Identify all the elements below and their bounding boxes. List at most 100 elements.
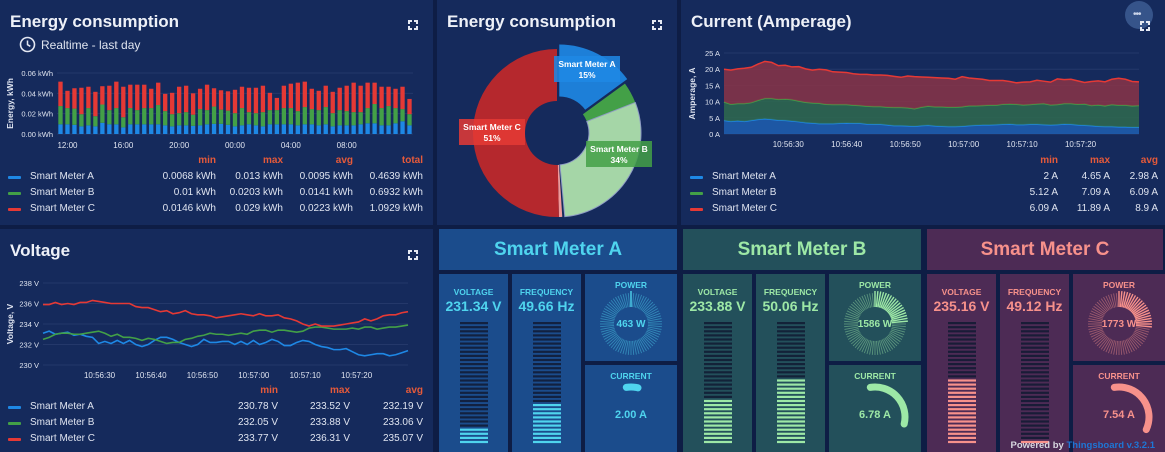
level-segment (1020, 408, 1049, 411)
bar-segment-smart-meter-b (128, 108, 133, 125)
power-gauge-tick (1105, 295, 1113, 309)
power-gauge-tick (1094, 303, 1107, 314)
bar-segment-smart-meter-c (246, 87, 252, 113)
bar-segment-smart-meter-a (100, 122, 105, 134)
level-segment (947, 346, 976, 349)
level-segment (776, 383, 805, 386)
voltage-label: VOLTAGE (941, 287, 982, 297)
legend-row[interactable]: Smart Meter A 2 A 4.65 A 2.98 A (690, 170, 1158, 184)
bar-segment-smart-meter-a (93, 126, 98, 134)
level-segment (459, 338, 488, 341)
bar-segment-smart-meter-b (302, 107, 307, 125)
power-gauge-tick (1126, 295, 1137, 310)
power-gauge-tick (856, 337, 866, 350)
pie-label-box (459, 119, 525, 145)
power-gauge-tick (1132, 333, 1145, 343)
bar-segment-smart-meter-c (253, 87, 259, 114)
legend-value-min: 0.0146 kWh (162, 203, 216, 214)
bar-segment-smart-meter-b (267, 110, 273, 125)
level-segment (532, 432, 561, 435)
level-segment (776, 322, 805, 325)
power-gauge-tick (600, 325, 615, 328)
level-segment (459, 424, 488, 427)
legend-header-max: max (262, 155, 283, 166)
level-segment (776, 420, 805, 423)
bar-segment-smart-meter-c (316, 90, 321, 111)
power-gauge-tick (882, 295, 893, 310)
bar-segment-smart-meter-b (225, 110, 231, 125)
area-smart-meter-c (724, 61, 1139, 109)
fullscreen-icon[interactable] (1140, 21, 1150, 31)
level-segment (1020, 440, 1049, 444)
fullscreen-icon[interactable] (652, 20, 662, 30)
fullscreen-icon[interactable] (408, 20, 418, 30)
bar-segment-smart-meter-a (225, 124, 231, 134)
voltage-panel: VOLTAGE 235.16 V (927, 274, 996, 452)
legend-row[interactable]: Smart Meter B 0.01 kWh 0.0203 kWh 0.0141 kW… (8, 186, 423, 200)
thingsboard-link[interactable]: Thingsboard v.3.2.1 (1066, 440, 1155, 451)
bar-segment-smart-meter-c (190, 93, 196, 115)
meter-title: Smart Meter C (927, 229, 1163, 270)
power-gauge-tick (891, 317, 908, 322)
bar-segment-smart-meter-a (121, 127, 126, 134)
bar-segment-smart-meter-b (351, 112, 356, 126)
power-gauge-tick (1088, 315, 1103, 321)
current-gauge-arc (622, 383, 642, 392)
level-segment (532, 391, 561, 394)
bar-segment-smart-meter-a (316, 125, 321, 134)
bar-segment-smart-meter-b (58, 106, 63, 125)
legend-row[interactable]: Smart Meter B 232.05 V 233.88 V 233.06 V (8, 416, 423, 430)
level-segment (532, 371, 561, 374)
power-panel: POWER 463 W (585, 274, 677, 361)
level-segment (459, 440, 488, 444)
line-smart-meter-c (43, 299, 409, 327)
level-segment (1020, 338, 1049, 341)
level-segment (776, 375, 805, 378)
fullscreen-icon[interactable] (408, 250, 418, 260)
bar-segment-smart-meter-a (135, 124, 140, 134)
level-segment (1020, 322, 1049, 325)
level-segment (776, 342, 805, 345)
bar-segment-smart-meter-a (323, 124, 328, 134)
legend-row[interactable]: Smart Meter A 230.78 V 233.52 V 232.19 V (8, 400, 423, 414)
level-segment (947, 330, 976, 333)
legend-swatch (690, 192, 703, 195)
power-gauge-tick (859, 338, 867, 352)
legend-row[interactable]: Smart Meter C 6.09 A 11.89 A 8.9 A (690, 202, 1158, 216)
power-gauge-tick (615, 296, 623, 310)
level-segment (776, 334, 805, 337)
bar-segment-smart-meter-a (72, 124, 77, 134)
power-gauge-tick (641, 336, 652, 349)
current-panel: CURRENT 7.54 A (1073, 365, 1165, 452)
power-panel: POWER 1773 W (1073, 274, 1165, 361)
x-tick-label: 10:57:00 (948, 140, 980, 149)
legend-value-total: 0.6932 kWh (369, 187, 423, 198)
power-gauge-tick (622, 293, 628, 308)
power-gauge-tick (633, 340, 637, 355)
level-segment (947, 399, 976, 403)
bar-segment-smart-meter-b (176, 113, 182, 126)
power-gauge-tick (644, 333, 657, 343)
x-tick-label: 20:00 (169, 141, 190, 150)
legend-row[interactable]: Smart Meter A 0.0068 kWh 0.013 kWh 0.0095 k… (8, 170, 423, 184)
x-tick-label: 10:56:40 (135, 371, 167, 380)
legend-series-name: Smart Meter C (712, 203, 778, 214)
legend-row[interactable]: Smart Meter C 0.0146 kWh 0.029 kWh 0.0223 k… (8, 202, 423, 216)
power-gauge-tick (612, 298, 622, 311)
legend-row[interactable]: Smart Meter B 5.12 A 7.09 A 6.09 A (690, 186, 1158, 200)
bar-segment-smart-meter-c (93, 91, 98, 117)
bar-segment-smart-meter-a (204, 124, 210, 134)
power-gauge-tick (1132, 304, 1147, 315)
bar-segment-smart-meter-c (295, 82, 300, 112)
legend-value-max: 0.029 kWh (235, 203, 283, 214)
level-segment (459, 395, 488, 398)
bar-segment-smart-meter-a (107, 124, 112, 134)
bar-segment-smart-meter-b (65, 108, 70, 125)
current-label: CURRENT (1098, 371, 1140, 381)
bar-segment-smart-meter-c (204, 84, 210, 111)
legend-value-min: 230.78 V (237, 401, 278, 412)
power-gauge-tick (639, 296, 647, 310)
bar-segment-smart-meter-b (393, 108, 398, 124)
level-segment (1020, 379, 1049, 382)
legend-row[interactable]: Smart Meter C 233.77 V 236.31 V 235.07 V (8, 432, 423, 446)
